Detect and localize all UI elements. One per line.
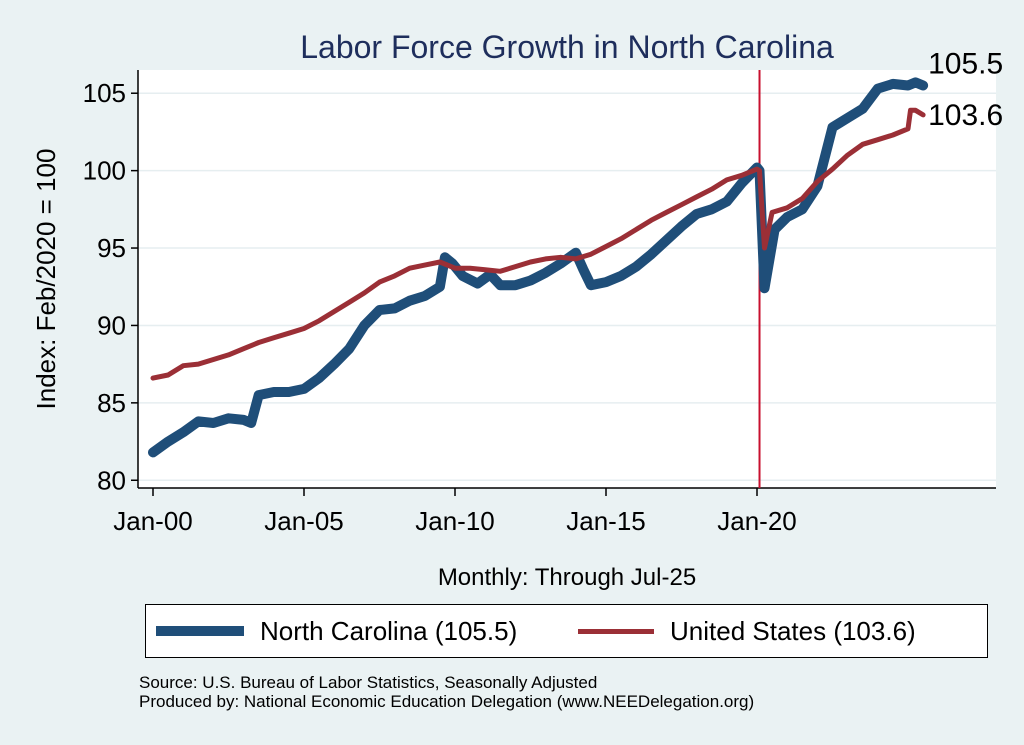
x-tick-label: Jan-15 [566, 506, 646, 536]
end-label-united-states: 103.6 [928, 99, 1003, 132]
y-tick-label: 100 [83, 156, 126, 186]
x-tick-label: Jan-20 [717, 506, 797, 536]
y-tick-label: 105 [83, 78, 126, 108]
series-lines [148, 70, 929, 488]
plot-area [138, 70, 996, 488]
x-tick-label: Jan-00 [113, 506, 193, 536]
y-tick-label: 85 [97, 388, 126, 418]
line-chart: 80 85 90 95 100 105 Jan-00 Jan-05 Jan-10 Jan-15 Ja… [31, 29, 1004, 591]
y-tick-label: 80 [97, 465, 126, 495]
legend-label-north-carolina: North Carolina (105.5) [260, 615, 518, 646]
producer-note: Produced by: National Economic Education… [139, 692, 755, 711]
legend-swatch-united-states [578, 628, 654, 634]
legend-item-united-states: United States (103.6) [578, 605, 916, 657]
x-axis-title: Monthly: Through Jul-25 [438, 564, 696, 591]
chart-title: Labor Force Growth in North Carolina [300, 29, 834, 65]
chart-notes: Source: U.S. Bureau of Labor Statistics,… [139, 673, 754, 711]
source-note: Source: U.S. Bureau of Labor Statistics,… [139, 673, 598, 692]
x-tick-label: Jan-10 [415, 506, 495, 536]
series-line-united-states [150, 107, 926, 381]
legend-swatch-north-carolina [156, 626, 244, 636]
axis-labels: 80 85 90 95 100 105 Jan-00 Jan-05 Jan-10 Jan-15 Ja… [83, 47, 1004, 536]
axes [131, 70, 996, 496]
legend: North Carolina (105.5) United States (10… [145, 604, 988, 658]
x-tick-label: Jan-05 [264, 506, 344, 536]
series-line-north-carolina [148, 77, 929, 458]
end-label-north-carolina: 105.5 [928, 47, 1003, 80]
y-axis-title: Index: Feb/2020 = 100 [31, 149, 61, 410]
y-tick-label: 95 [97, 233, 126, 263]
legend-label-united-states: United States (103.6) [670, 615, 916, 646]
y-tick-label: 90 [97, 310, 126, 340]
gridlines [138, 92, 996, 482]
legend-item-north-carolina: North Carolina (105.5) [156, 605, 517, 657]
